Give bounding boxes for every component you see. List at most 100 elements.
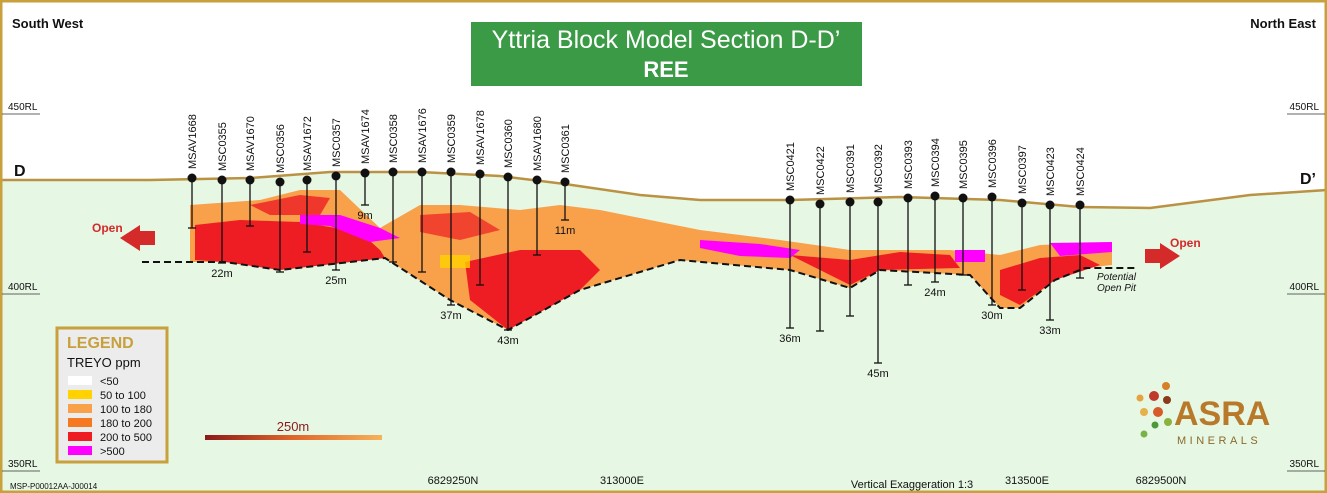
hole-name: MSAV1674 xyxy=(360,109,372,164)
hole-name: MSC0356 xyxy=(275,124,287,173)
drill-collar xyxy=(504,173,513,182)
hole-depth: 36m xyxy=(779,333,800,345)
legend-swatch xyxy=(68,376,92,385)
drill-collar xyxy=(959,194,968,203)
hole-name: MSAV1678 xyxy=(475,110,487,165)
legend-swatch xyxy=(68,390,92,399)
elevation-label: 350RL xyxy=(1290,459,1320,470)
subtitle: REE xyxy=(643,57,688,82)
hole-name: MSC0424 xyxy=(1075,147,1087,196)
drill-collar xyxy=(1018,199,1027,208)
hole-depth: 43m xyxy=(497,335,518,347)
direction-left: South West xyxy=(12,16,84,31)
legend-swatch xyxy=(68,446,92,455)
hole-name: MSC0391 xyxy=(845,144,857,193)
drill-collar xyxy=(188,174,197,183)
hole-name: MSC0423 xyxy=(1045,147,1057,196)
legend-swatch xyxy=(68,404,92,413)
drill-collar xyxy=(816,200,825,209)
hole-name: MSC0357 xyxy=(331,118,343,167)
open-label: Open xyxy=(1170,236,1201,250)
hole-name: MSC0359 xyxy=(446,114,458,163)
elevation-label: 450RL xyxy=(8,102,38,113)
legend-label: 180 to 200 xyxy=(100,418,152,430)
hole-depth: 33m xyxy=(1039,325,1060,337)
ore-zone xyxy=(955,250,985,262)
drill-collar xyxy=(846,198,855,207)
coordinate: 313500E xyxy=(1005,475,1049,487)
coordinate: 6829500N xyxy=(1136,475,1187,487)
ore-zone xyxy=(440,255,470,268)
hole-name: MSC0360 xyxy=(503,119,515,168)
hole-depth: 45m xyxy=(867,368,888,380)
drill-collar xyxy=(332,172,341,181)
hole-depth: 24m xyxy=(924,287,945,299)
elevation-label: 450RL xyxy=(1290,102,1320,113)
drill-collar xyxy=(988,193,997,202)
drill-collar xyxy=(476,170,485,179)
legend-swatch xyxy=(68,418,92,427)
hole-name: MSAV1676 xyxy=(417,108,429,163)
drill-collar xyxy=(533,176,542,185)
legend-label: <50 xyxy=(100,376,119,388)
drill-collar xyxy=(786,196,795,205)
legend-label: 100 to 180 xyxy=(100,404,152,416)
section-end: D xyxy=(14,163,26,180)
drill-collar xyxy=(389,168,398,177)
hole-depth: 25m xyxy=(325,275,346,287)
hole-depth: 9m xyxy=(357,210,372,222)
hole-name: MSC0395 xyxy=(958,140,970,189)
logo-name: ASRA xyxy=(1174,395,1270,433)
hole-name: MSAV1668 xyxy=(187,114,199,169)
legend-subtitle: TREYO ppm xyxy=(67,355,141,370)
hole-name: MSC0421 xyxy=(785,142,797,191)
hole-name: MSC0361 xyxy=(560,124,572,173)
drill-collar xyxy=(418,168,427,177)
drill-collar xyxy=(561,178,570,187)
hole-name: MSC0393 xyxy=(903,140,915,189)
hole-name: MSC0358 xyxy=(388,114,400,163)
hole-name: MSAV1672 xyxy=(302,116,314,171)
drill-collar xyxy=(1076,201,1085,210)
elevation-label: 400RL xyxy=(8,282,38,293)
drill-collar xyxy=(218,176,227,185)
hole-depth: 30m xyxy=(981,310,1002,322)
hole-name: MSC0397 xyxy=(1017,145,1029,194)
pit-label: Open Pit xyxy=(1097,283,1137,294)
drill-collar xyxy=(447,168,456,177)
scale-bar xyxy=(205,435,382,440)
drill-collar xyxy=(931,192,940,201)
legend-label: >500 xyxy=(100,446,125,458)
drill-collar xyxy=(904,194,913,203)
legend-label: 200 to 500 xyxy=(100,432,152,444)
legend-swatch xyxy=(68,432,92,441)
hole-name: MSC0422 xyxy=(815,146,827,195)
section-end: D’ xyxy=(1300,171,1316,188)
legend-title: LEGEND xyxy=(67,335,134,352)
hole-name: MSC0394 xyxy=(930,138,942,187)
drill-collar xyxy=(276,178,285,187)
hole-name: MSC0396 xyxy=(987,139,999,188)
hole-depth: 11m xyxy=(555,225,576,237)
drill-collar xyxy=(874,198,883,207)
drill-collar xyxy=(303,176,312,185)
drill-collar xyxy=(246,176,255,185)
title: Yttria Block Model Section D-D’ xyxy=(492,26,841,54)
coordinate: 313000E xyxy=(600,475,644,487)
drill-collar xyxy=(1046,201,1055,210)
legend-label: 50 to 100 xyxy=(100,390,146,402)
logo-sub: MINERALS xyxy=(1177,435,1261,447)
elevation-label: 400RL xyxy=(1290,282,1320,293)
drill-collar xyxy=(361,169,370,178)
scale-label: 250m xyxy=(277,419,310,434)
exaggeration: Vertical Exaggeration 1:3 xyxy=(851,479,973,491)
hole-name: MSC0355 xyxy=(217,122,229,171)
pit-label: Potential xyxy=(1097,272,1137,283)
open-label: Open xyxy=(92,221,123,235)
hole-depth: 22m xyxy=(211,268,232,280)
elevation-label: 350RL xyxy=(8,459,38,470)
hole-name: MSC0392 xyxy=(873,144,885,193)
hole-name: MSAV1670 xyxy=(245,116,257,171)
hole-depth: 37m xyxy=(440,310,461,322)
drawing-id: MSP-P00012AA-J00014 xyxy=(10,482,98,491)
